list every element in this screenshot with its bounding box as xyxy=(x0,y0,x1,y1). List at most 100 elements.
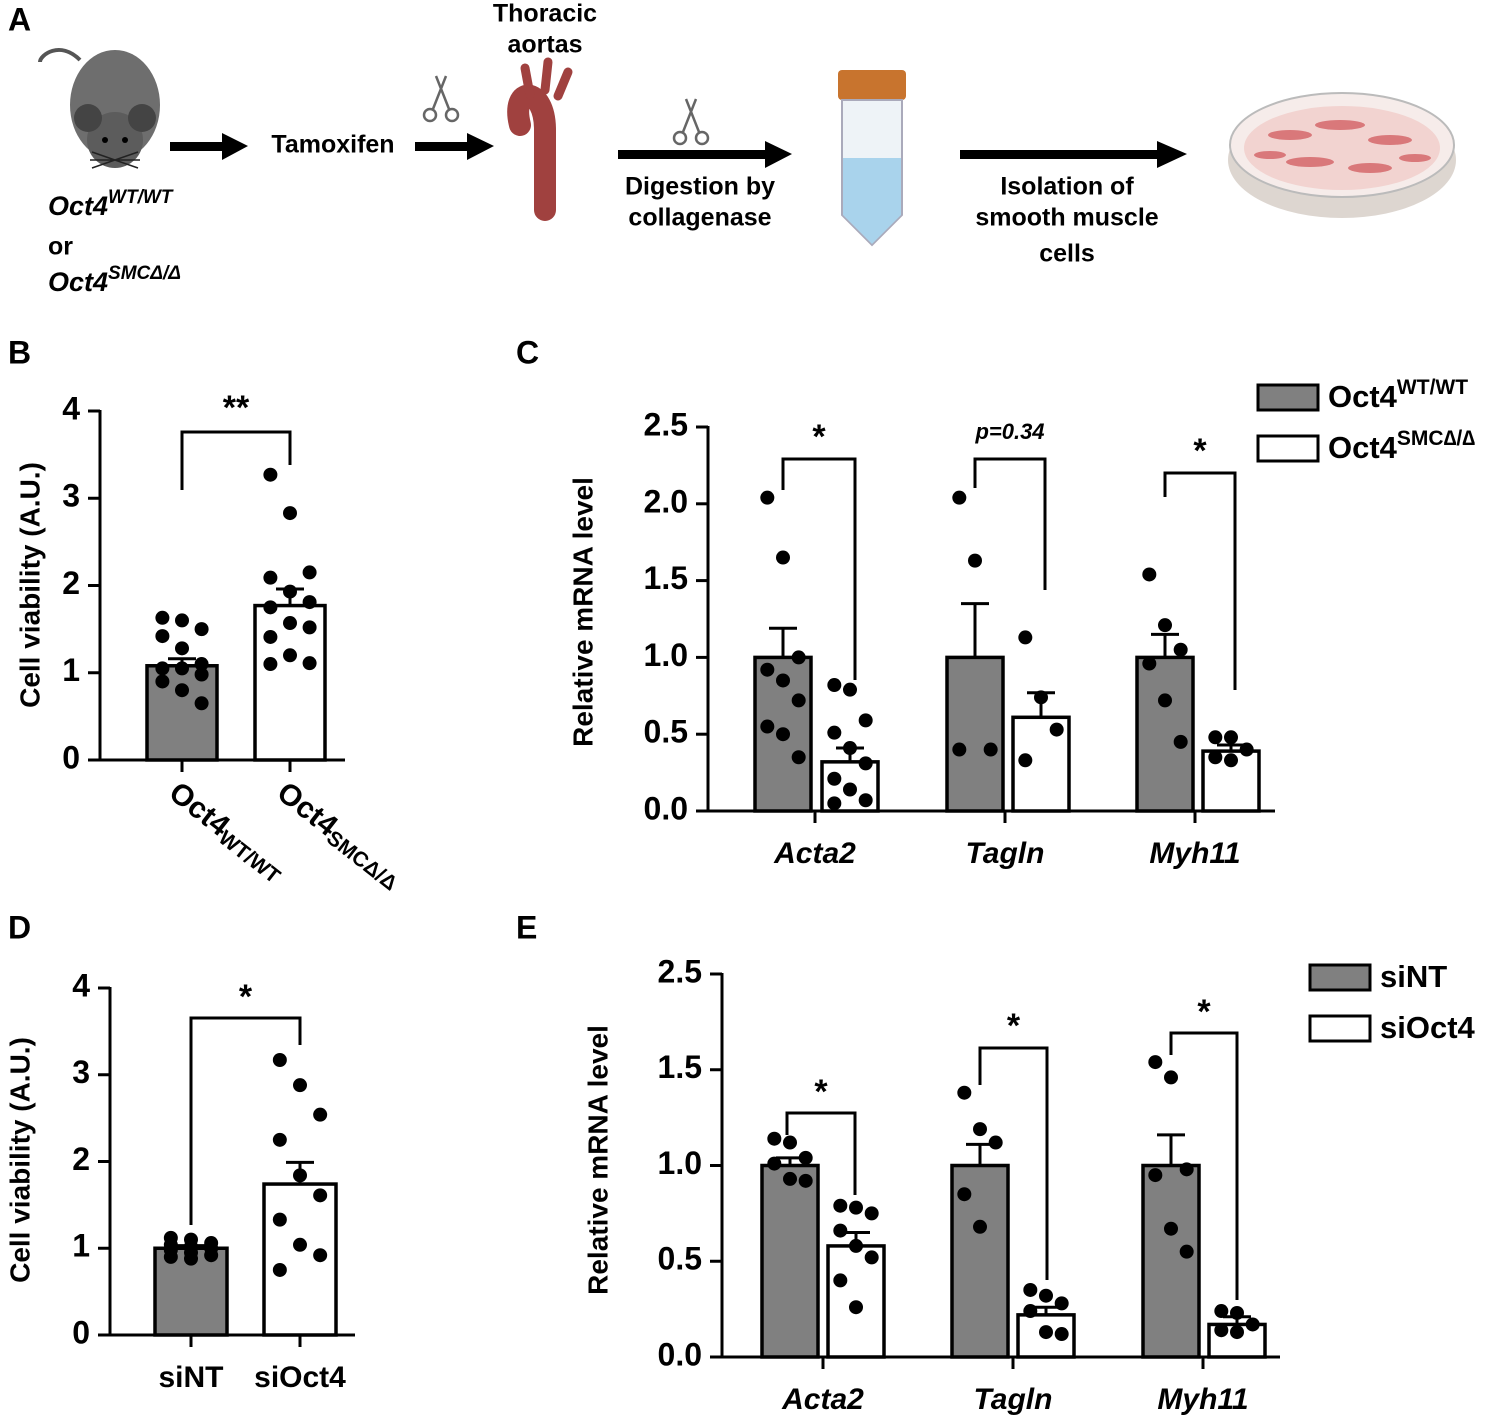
data-point xyxy=(827,725,842,740)
x-tick-label: Oct4SMCΔ/Δ xyxy=(270,776,409,895)
y-tick-label: 1.5 xyxy=(658,1049,702,1085)
data-point xyxy=(858,756,873,771)
panel-label: C xyxy=(516,334,539,370)
data-point xyxy=(858,793,873,808)
y-axis-label: Cell viability (A.U.) xyxy=(4,1037,35,1283)
data-point xyxy=(283,584,297,599)
data-point xyxy=(827,678,842,693)
x-tick-label-part: SMCΔ/Δ xyxy=(322,826,401,895)
data-point xyxy=(833,1198,848,1213)
data-point xyxy=(1173,734,1188,749)
data-point xyxy=(1142,656,1157,671)
data-point xyxy=(175,613,189,628)
legend-label-part: WT/WT xyxy=(1397,376,1468,399)
tissue-label: Thoracic xyxy=(493,0,597,28)
y-tick-label: 2 xyxy=(72,1141,90,1177)
data-point xyxy=(272,1212,287,1227)
y-tick-label: 4 xyxy=(72,967,90,1003)
data-point xyxy=(1179,1162,1194,1177)
data-point xyxy=(1208,750,1223,765)
data-point xyxy=(843,741,857,756)
legend-label-part: SMC∆/∆ xyxy=(1397,427,1475,450)
legend-label-part: Oct4 xyxy=(1328,379,1398,414)
legend-label-part: siNT xyxy=(1380,959,1447,994)
data-point xyxy=(155,674,170,689)
bar xyxy=(945,655,1005,813)
significance-bracket xyxy=(785,1111,857,1195)
data-point xyxy=(776,673,790,688)
data-point xyxy=(155,610,170,625)
data-point xyxy=(1230,1325,1244,1340)
y-tick-label: 1.5 xyxy=(644,560,688,596)
y-tick-label: 2.0 xyxy=(644,483,688,519)
data-point xyxy=(1214,1323,1229,1338)
x-tick-label-part: WT/WT xyxy=(214,826,284,888)
significance-label: * xyxy=(814,1073,828,1111)
data-point xyxy=(1173,642,1188,657)
legend-label-part: Oct4 xyxy=(1328,430,1398,465)
data-point xyxy=(1018,753,1033,768)
data-point xyxy=(783,1135,797,1150)
significance-bracket xyxy=(180,430,292,490)
significance-bracket xyxy=(978,1046,1049,1280)
panel-label: B xyxy=(8,334,31,370)
legend-swatch xyxy=(1308,963,1372,992)
data-point xyxy=(1214,1304,1229,1319)
data-point xyxy=(1049,722,1064,737)
step-label: Isolation of xyxy=(1000,173,1134,201)
data-point xyxy=(760,662,775,677)
data-point xyxy=(973,1219,987,1234)
legend-label-part: siOct4 xyxy=(1380,1010,1476,1045)
arrows xyxy=(170,133,1187,168)
y-tick-label: 1 xyxy=(62,652,80,688)
data-point xyxy=(194,657,209,672)
data-point xyxy=(957,1085,972,1100)
data-point xyxy=(843,682,857,697)
significance-label: * xyxy=(1193,432,1207,470)
data-point xyxy=(776,550,790,565)
significance-bracket xyxy=(973,457,1047,590)
data-point xyxy=(849,1200,863,1215)
legend-label: Oct4SMC∆/∆ xyxy=(1328,427,1475,466)
dish-icon xyxy=(1228,92,1456,218)
gene: Oct4 xyxy=(48,191,108,221)
y-tick-label: 4 xyxy=(62,390,80,426)
data-point xyxy=(1039,1325,1053,1340)
y-tick-label: 0 xyxy=(72,1314,90,1350)
bar xyxy=(1141,1163,1201,1359)
data-point xyxy=(283,616,297,631)
data-point xyxy=(791,693,806,708)
x-tick-label: Myh11 xyxy=(1157,1383,1248,1415)
x-tick-label: Tagln xyxy=(974,1383,1053,1415)
data-point xyxy=(968,553,982,568)
data-point xyxy=(1034,690,1048,705)
data-point xyxy=(957,1187,972,1202)
data-point xyxy=(175,641,189,656)
data-point xyxy=(263,467,278,482)
data-point xyxy=(833,1223,848,1238)
y-tick-label: 3 xyxy=(72,1054,90,1090)
data-point xyxy=(1054,1327,1069,1342)
bar xyxy=(1135,655,1195,813)
y-axis-label: Cell viability (A.U.) xyxy=(14,462,45,708)
y-tick-label: 0.5 xyxy=(658,1241,702,1277)
tube-icon xyxy=(838,70,906,247)
significance-label: * xyxy=(812,418,826,456)
data-point xyxy=(302,620,317,635)
y-tick-label: 0.5 xyxy=(644,714,688,750)
legend-label: siNT xyxy=(1380,959,1447,994)
data-point xyxy=(313,1188,328,1203)
data-point xyxy=(1224,730,1238,745)
data-point xyxy=(1164,1070,1178,1085)
data-point xyxy=(1239,742,1254,757)
significance-label: * xyxy=(1007,1007,1021,1045)
data-point xyxy=(1142,567,1157,582)
data-point xyxy=(760,490,775,505)
x-tick-label: Myh11 xyxy=(1149,837,1240,870)
data-point xyxy=(1208,730,1223,745)
data-point xyxy=(263,600,278,615)
y-tick-label: 1.0 xyxy=(658,1145,702,1181)
genotype-label: Oct4SMCΔ/Δ xyxy=(48,263,181,297)
y-tick-label: 0.0 xyxy=(644,790,688,826)
data-point xyxy=(783,1171,797,1186)
